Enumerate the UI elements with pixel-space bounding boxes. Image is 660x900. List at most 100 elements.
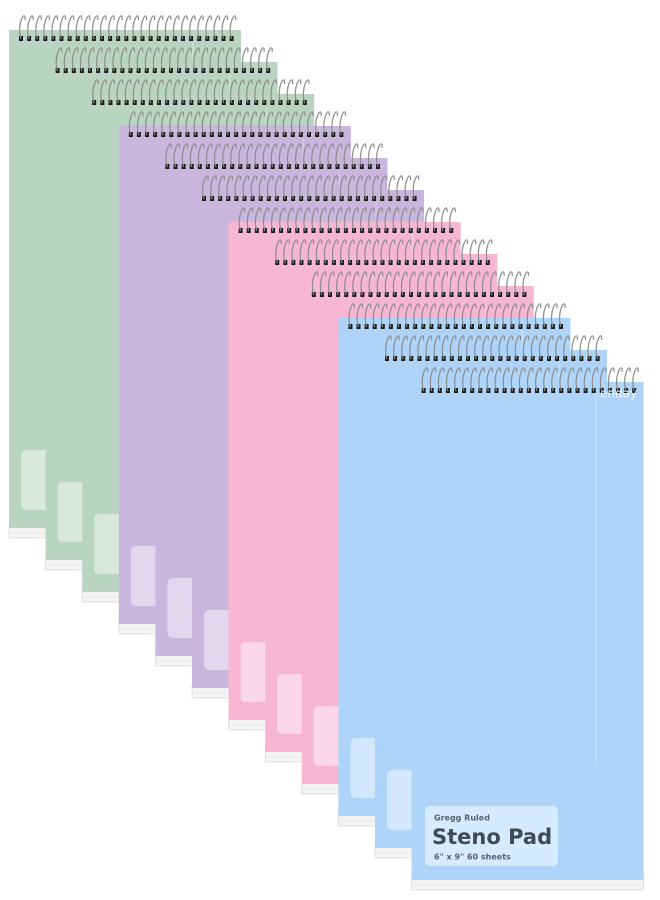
coil-wire: [91, 15, 99, 40]
coil-wire: [429, 303, 437, 328]
coil-wire: [210, 175, 217, 200]
coil-wire: [271, 207, 278, 232]
coil-wire: [214, 143, 221, 168]
coil-wire: [599, 367, 607, 392]
coil-wire: [384, 271, 392, 296]
coil-wire: [400, 207, 408, 232]
coil-wire: [303, 207, 311, 232]
coil-wire: [348, 239, 355, 264]
coil-wire: [104, 47, 111, 72]
coil-wire: [266, 111, 274, 136]
coil-wire: [120, 47, 128, 72]
coil-wire: [518, 367, 526, 392]
coil-wire: [522, 335, 530, 360]
coil-wire: [421, 239, 428, 264]
coil-wire: [173, 79, 180, 104]
coil-wire: [327, 207, 335, 232]
coil-wire: [327, 143, 335, 168]
coil-wire: [124, 79, 132, 104]
coil-wire: [506, 335, 514, 360]
coil-wire: [376, 207, 383, 232]
coil-wire: [153, 111, 160, 136]
coil-wire: [63, 47, 71, 72]
coil-wire: [189, 15, 196, 40]
coil-wire: [169, 47, 176, 72]
coil-wire: [417, 335, 425, 360]
coil-wire: [462, 367, 469, 392]
coil-wire: [416, 207, 424, 232]
coil-wire: [217, 111, 225, 136]
coil-wire: [372, 175, 379, 200]
coil-wire: [189, 143, 197, 168]
coil-wire: [364, 239, 371, 264]
coil-wire: [441, 335, 449, 360]
coil-wire: [550, 303, 558, 328]
coil-wire: [591, 367, 599, 392]
coil-wire: [266, 175, 274, 200]
coil-wire: [364, 175, 371, 200]
coil-wire: [262, 207, 270, 232]
coil-wire: [421, 303, 428, 328]
coil-wire: [221, 79, 229, 104]
coil-wire: [380, 239, 388, 264]
coil-wire: [140, 15, 148, 40]
coil-wire: [100, 79, 107, 104]
coil-wire: [401, 335, 408, 360]
coil-wire: [315, 175, 323, 200]
coil-wire: [352, 207, 359, 232]
coil-wire: [275, 239, 282, 264]
coil-wire: [79, 47, 87, 72]
coil-wire: [238, 143, 245, 168]
coil-wire: [274, 175, 282, 200]
coil-wire: [445, 367, 453, 392]
coil-wire: [429, 239, 436, 264]
coil-wire: [75, 15, 83, 40]
coil-wire: [246, 79, 253, 104]
coil-wire: [165, 79, 172, 104]
coil-wire: [429, 367, 437, 392]
coil-wire: [145, 111, 152, 136]
coil-wire: [356, 239, 363, 264]
coil-wire: [230, 143, 237, 168]
coil-wire: [437, 367, 445, 392]
coil-wire: [140, 79, 148, 104]
coil-wire: [396, 175, 404, 200]
coil-wire: [445, 303, 453, 328]
coil-wire: [339, 111, 347, 136]
coil-wire: [547, 335, 554, 360]
coil-wire: [144, 47, 152, 72]
coil-wire: [364, 303, 372, 328]
coil-wire: [262, 143, 270, 168]
brand: enday: [600, 387, 637, 401]
coil-wire: [555, 335, 562, 360]
coil-wire: [543, 367, 550, 392]
coil-wire: [108, 79, 116, 104]
coil-wire: [242, 175, 250, 200]
coil-wire: [518, 303, 526, 328]
coil-wire: [583, 367, 591, 392]
coil-wire: [336, 271, 343, 296]
coil-wire: [100, 15, 107, 40]
coil-wire: [307, 175, 314, 200]
coil-wire: [457, 335, 465, 360]
coil-wire: [412, 175, 420, 200]
coil-wire: [616, 367, 623, 392]
coil-wire: [290, 111, 298, 136]
coil-wire: [624, 367, 631, 392]
coil-wire: [35, 15, 42, 40]
coil-wire: [279, 207, 286, 232]
coil-wire: [274, 111, 282, 136]
coil-wire: [315, 239, 323, 264]
coil-wire: [177, 111, 185, 136]
coil-wire: [457, 271, 465, 296]
coil-wire: [128, 111, 136, 136]
coil-wire: [299, 239, 307, 264]
coil-wire: [152, 47, 160, 72]
coil-wire: [417, 271, 424, 296]
coil-wire: [295, 207, 302, 232]
coil-wire: [526, 303, 534, 328]
coil-wire: [449, 271, 457, 296]
coil-wire: [343, 143, 351, 168]
coil-wire: [222, 143, 229, 168]
